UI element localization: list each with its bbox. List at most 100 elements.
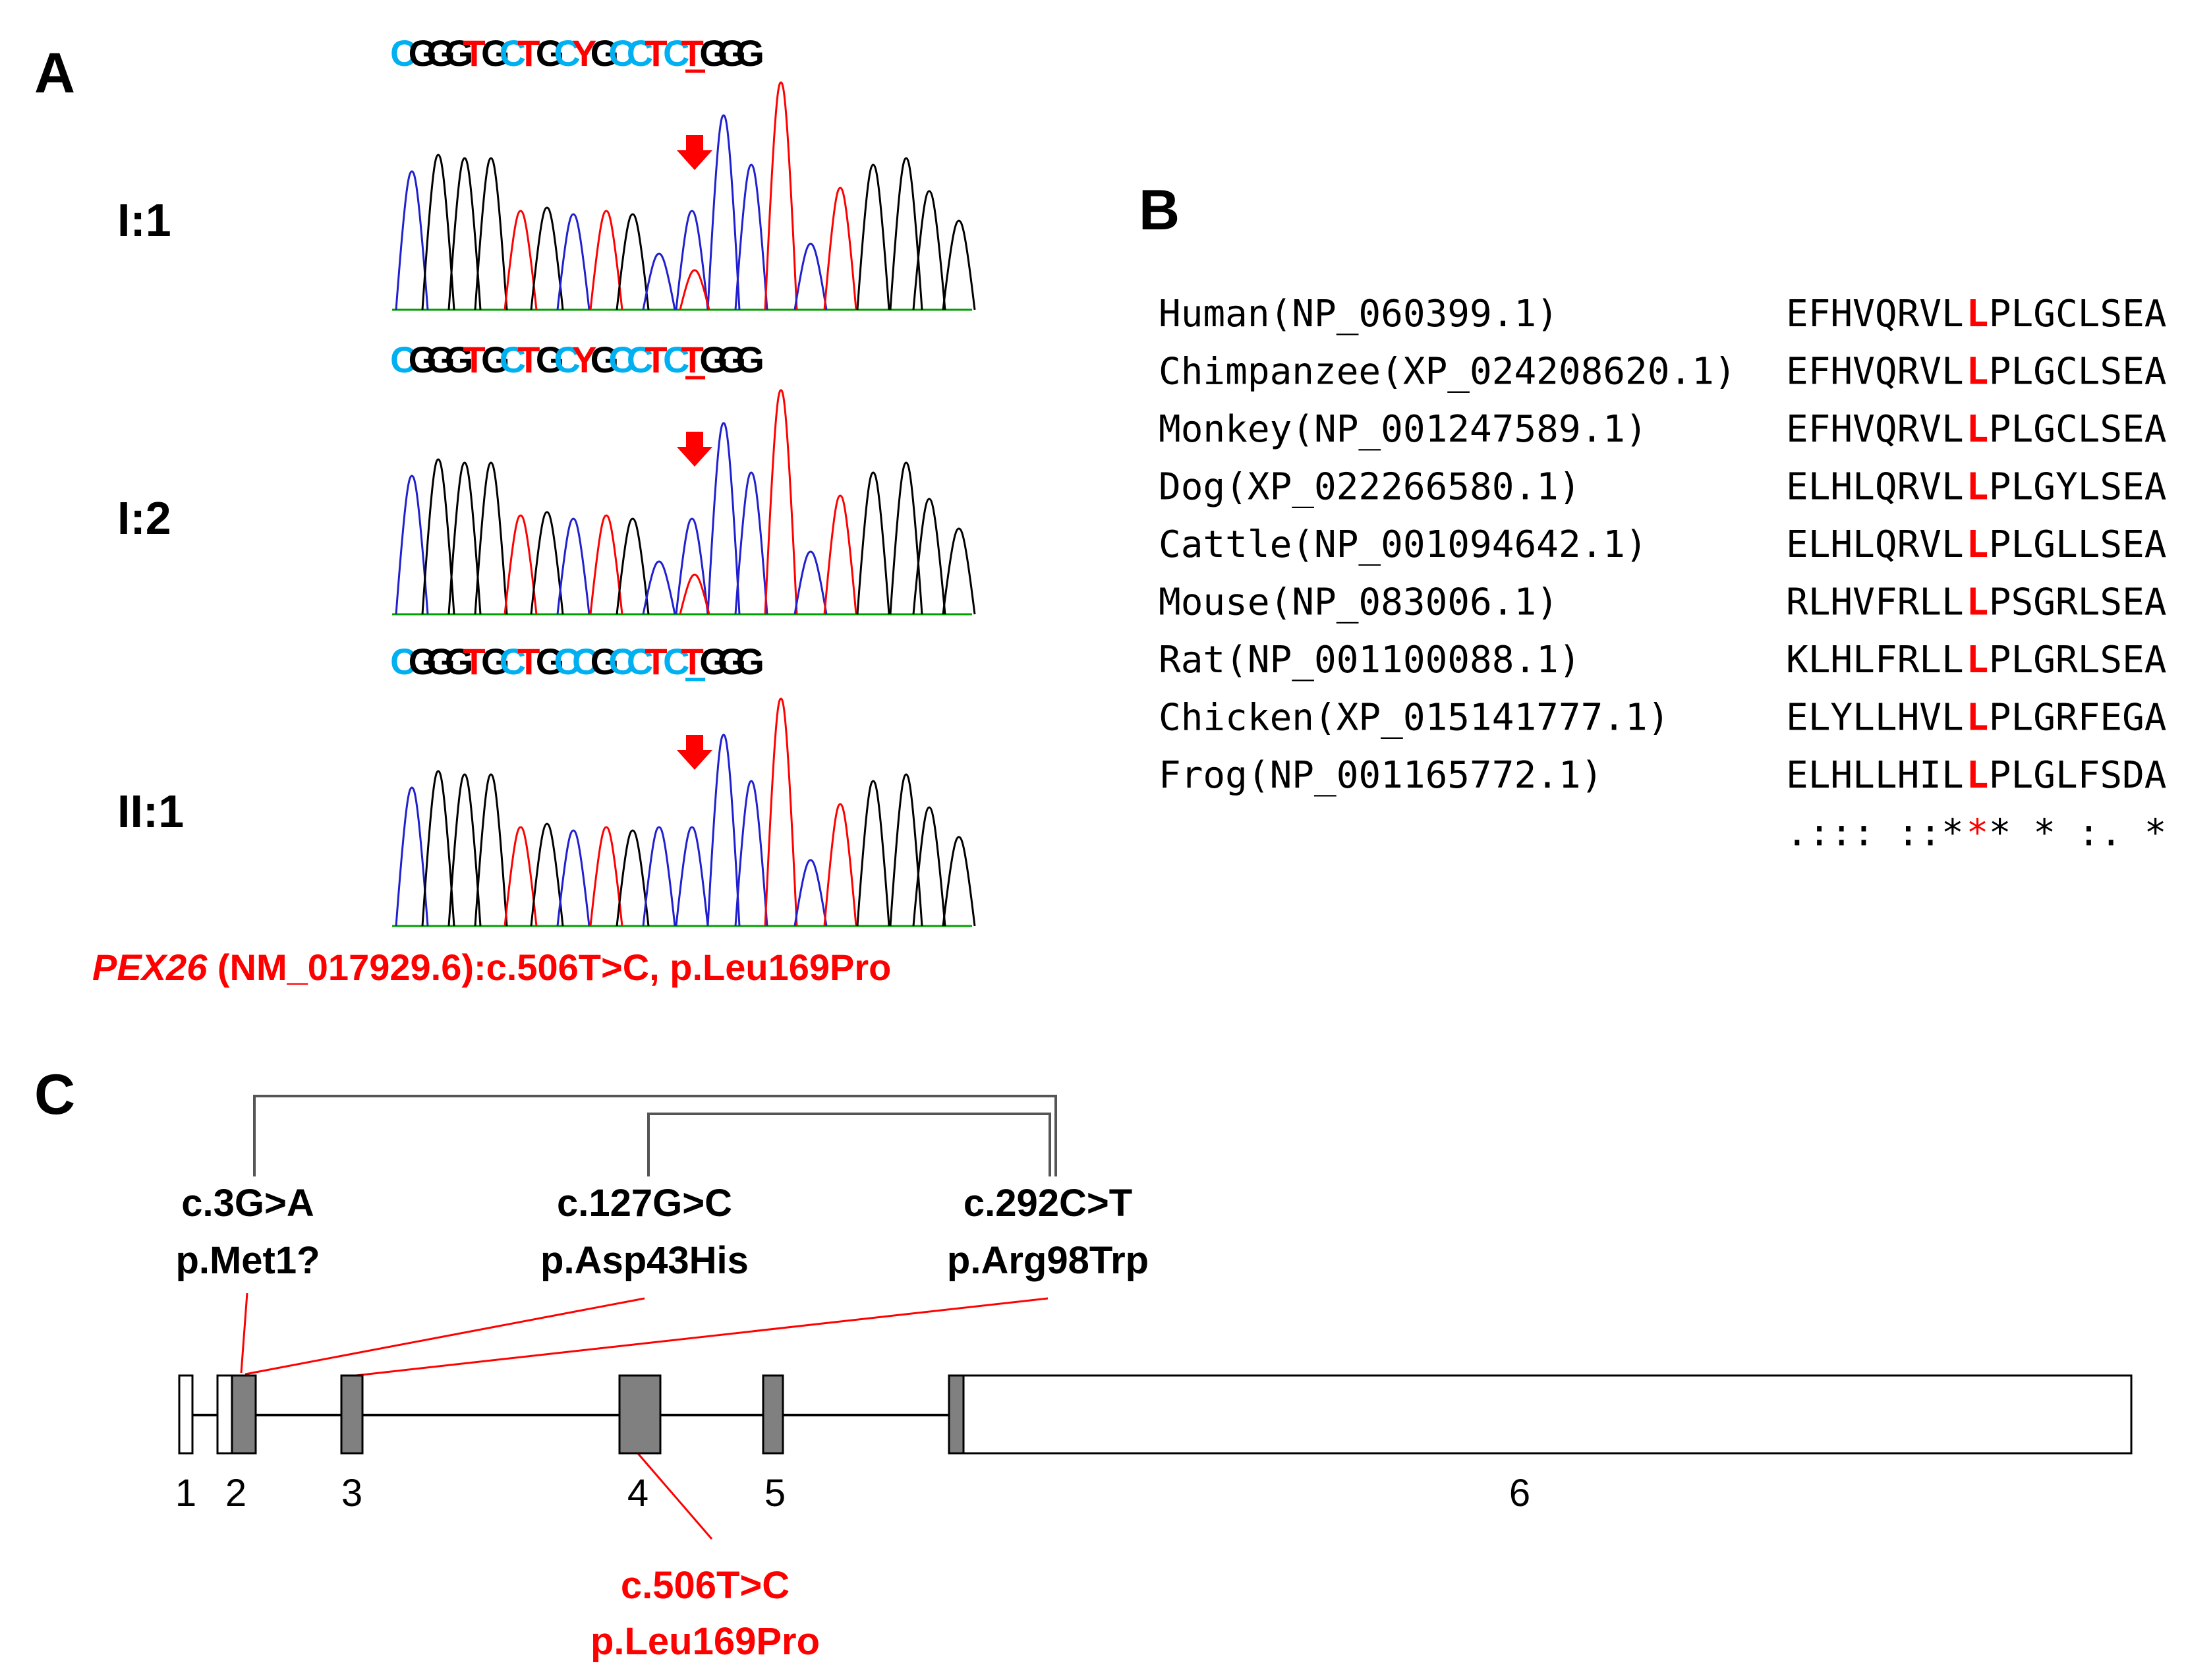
variant-caption: PEX26 (NM_017929.6):c.506T>C, p.Leu169Pr… bbox=[92, 946, 891, 988]
trace-peak bbox=[616, 829, 650, 927]
base-letter: G bbox=[409, 641, 438, 682]
alignment-sequence: ELHLQRVLLPLGYLSEA bbox=[1786, 466, 2167, 509]
species-label: Mouse(NP_083006.1) bbox=[1159, 581, 1559, 624]
trace-peak bbox=[706, 422, 741, 615]
base-letter: T bbox=[645, 32, 667, 74]
base-letter: T bbox=[463, 641, 485, 682]
trace-peak bbox=[447, 773, 482, 927]
species-label: Monkey(NP_001247589.1) bbox=[1159, 408, 1648, 451]
alignment-sequence: KLHLFRLLLPLGRLSEA bbox=[1786, 639, 2167, 681]
base-letter: T bbox=[681, 339, 704, 380]
trace-peak bbox=[556, 517, 590, 615]
panel-b: Human(NP_060399.1) EFHVQRVLLPLGCLSEAChimp… bbox=[1159, 293, 2167, 855]
alignment-sequence: ELHLLHILLPLGLFSDA bbox=[1786, 754, 2167, 797]
trace-peak bbox=[395, 170, 429, 310]
exon-number-2: 2 bbox=[225, 1472, 246, 1515]
arrow-icon-ii1 bbox=[677, 735, 712, 770]
exon-number-1: 1 bbox=[175, 1472, 196, 1515]
exon-5 bbox=[762, 1374, 784, 1455]
trace-peak bbox=[675, 826, 709, 927]
base-letter: G bbox=[445, 32, 474, 74]
exon-1 bbox=[178, 1374, 194, 1455]
leader-c506 bbox=[631, 1447, 713, 1540]
trace-peak bbox=[642, 560, 676, 615]
conserved-residue: L bbox=[1967, 408, 1989, 451]
trace-peak bbox=[447, 461, 482, 615]
base-letter: C bbox=[500, 641, 526, 682]
base-letter: G bbox=[409, 32, 438, 74]
trace-peak bbox=[912, 806, 946, 927]
trace-peak bbox=[642, 252, 676, 310]
base-letter: C bbox=[554, 641, 580, 682]
exon-number-6: 6 bbox=[1509, 1472, 1530, 1515]
base-letter: C bbox=[608, 32, 635, 74]
trace-peak bbox=[706, 114, 741, 310]
alignment-pre: KLHLFRLL bbox=[1786, 639, 1964, 681]
alignment-post: PLGCLSEA bbox=[1989, 293, 2167, 335]
variant-label-c292: c.292C>T bbox=[964, 1182, 1132, 1225]
species-label: Cattle(NP_001094642.1) bbox=[1159, 523, 1648, 566]
base-letter: Y bbox=[572, 339, 596, 380]
conserved-residue: L bbox=[1967, 466, 1989, 509]
base-letter: T bbox=[517, 641, 540, 682]
base-letter: G bbox=[426, 339, 455, 380]
trace-peak bbox=[856, 471, 890, 615]
conserved-residue: L bbox=[1967, 639, 1989, 681]
trace-peak bbox=[589, 210, 623, 310]
exon-2-utr bbox=[216, 1374, 233, 1455]
trace-peak bbox=[856, 163, 890, 310]
alignment-pre: RLHVFRLL bbox=[1786, 581, 1964, 624]
panel-c: c.3G>A p.Met1? c.127G>C p.Asp43His c.292… bbox=[175, 1095, 2133, 1663]
base-letter: C bbox=[627, 339, 653, 380]
alignment-post: PLGCLSEA bbox=[1989, 351, 2167, 393]
trace-peak bbox=[675, 517, 709, 615]
base-letter: C bbox=[500, 339, 526, 380]
trace-peak bbox=[530, 206, 564, 310]
conserved-residue: L bbox=[1967, 754, 1989, 797]
base-letter: C bbox=[663, 339, 689, 380]
trace-peak bbox=[589, 826, 623, 927]
chromatogram-i1 bbox=[392, 81, 976, 311]
base-letter: T bbox=[645, 339, 667, 380]
chromatogram-ii1 bbox=[392, 697, 976, 927]
alignment-post: PLGCLSEA bbox=[1989, 408, 2167, 451]
alignment-sequence: EFHVQRVLLPLGCLSEA bbox=[1786, 408, 2167, 451]
sequence-i2: CGGGTGCTGCYGCCTCTGGG bbox=[390, 339, 764, 380]
trace-peak bbox=[474, 773, 508, 927]
variant-label-arg98: p.Arg98Trp bbox=[947, 1239, 1149, 1282]
base-letter: T bbox=[517, 339, 540, 380]
exon-number-4: 4 bbox=[627, 1472, 648, 1515]
variant-label-c3: c.3G>A bbox=[181, 1182, 314, 1225]
variant-label-asp43: p.Asp43His bbox=[540, 1239, 749, 1282]
base-letter: C bbox=[554, 32, 580, 74]
trace-peak bbox=[823, 187, 857, 310]
base-letter: T bbox=[681, 641, 704, 682]
trace-peak bbox=[889, 461, 923, 615]
exon-6-utr bbox=[961, 1374, 2133, 1455]
trace-peak bbox=[734, 780, 768, 927]
base-letter: C bbox=[627, 32, 653, 74]
species-label: Human(NP_060399.1) bbox=[1159, 293, 1559, 335]
trace-peak bbox=[556, 829, 590, 927]
exon-number-3: 3 bbox=[341, 1472, 362, 1515]
leader-c127 bbox=[244, 1297, 645, 1376]
alignment-post: PLGLFSDA bbox=[1989, 754, 2167, 797]
base-letter: T bbox=[463, 339, 485, 380]
alignment-sequence: EFHVQRVLLPLGCLSEA bbox=[1786, 351, 2167, 393]
exon-number-5: 5 bbox=[764, 1472, 786, 1515]
conserved-residue: L bbox=[1967, 523, 1989, 566]
base-letter: G bbox=[735, 32, 764, 74]
base-letter: T bbox=[645, 641, 667, 682]
trace-peak-het bbox=[679, 573, 710, 615]
sample-label-ii1: II:1 bbox=[117, 786, 184, 837]
base-letter: C bbox=[390, 32, 417, 74]
trace-peak bbox=[856, 780, 890, 927]
trace-peak bbox=[421, 154, 455, 310]
alignment-pre: EFHVQRVL bbox=[1786, 408, 1964, 451]
trace-peak bbox=[823, 803, 857, 927]
trace-peak bbox=[889, 157, 923, 310]
conserved-residue: L bbox=[1967, 351, 1989, 393]
trace-peak bbox=[447, 157, 482, 310]
alignment-pre: EFHVQRVL bbox=[1786, 293, 1964, 335]
